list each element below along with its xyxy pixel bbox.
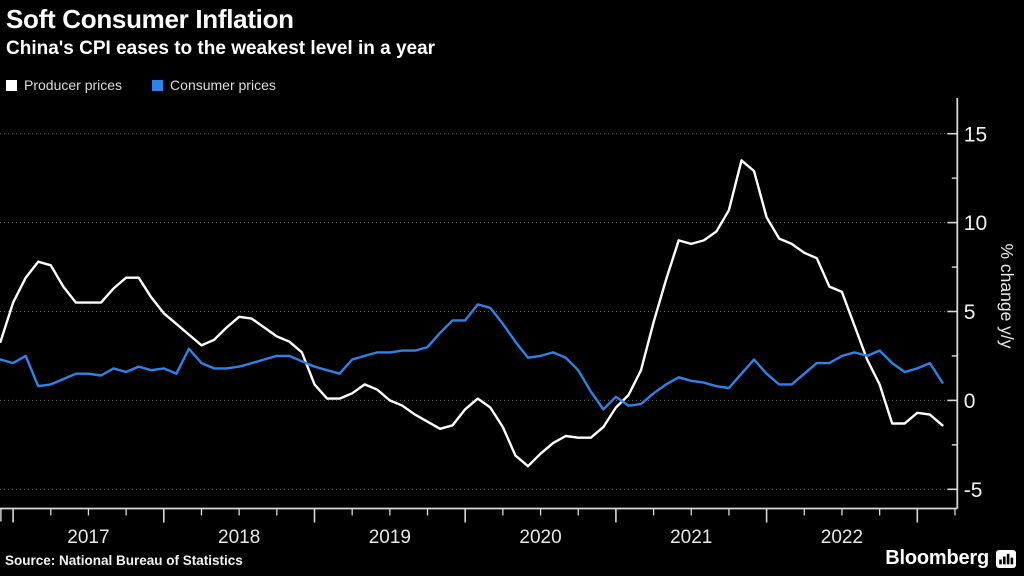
legend-label: Producer prices xyxy=(24,77,123,93)
page-title: Soft Consumer Inflation xyxy=(6,4,294,34)
x-tick-label: 2021 xyxy=(670,527,712,548)
bloomberg-terminal-icon xyxy=(996,549,1016,568)
axes xyxy=(0,98,959,510)
series-line-producer-prices xyxy=(0,159,944,468)
x-tick-label: 2020 xyxy=(519,527,561,548)
series-line-consumer-prices xyxy=(0,303,944,411)
y-axis-ticks: 15 10 5 0 -5 xyxy=(947,123,987,502)
consumer-prices-swatch-icon xyxy=(152,79,164,91)
y-tick-label: 10 xyxy=(964,212,987,235)
y-tick-label: -5 xyxy=(964,479,983,502)
x-axis-ticks: 2017 2018 2019 2020 2021 2022 xyxy=(0,508,956,548)
x-tick-label: 2018 xyxy=(218,527,260,548)
legend-item-consumer-prices: Consumer prices xyxy=(152,77,276,93)
y-tick-label: 0 xyxy=(964,390,976,413)
y-axis-title: % change y/y xyxy=(997,243,1017,348)
page-subtitle: China's CPI eases to the weakest level i… xyxy=(6,38,436,59)
legend-item-producer-prices: Producer prices xyxy=(6,77,122,93)
legend-label: Consumer prices xyxy=(170,77,276,93)
chart-legend: Producer prices Consumer prices xyxy=(6,77,306,93)
gridlines xyxy=(0,133,950,490)
y-tick-label: 5 xyxy=(964,301,976,324)
producer-prices-swatch-icon xyxy=(6,79,17,91)
y-tick-label: 15 xyxy=(964,123,987,146)
source-note: Source: National Bureau of Statistics xyxy=(5,553,243,568)
bloomberg-wordmark: Bloomberg xyxy=(885,547,989,569)
bloomberg-brand: Bloomberg xyxy=(885,547,1016,570)
x-tick-label: 2019 xyxy=(369,527,411,548)
x-tick-label: 2017 xyxy=(67,527,109,548)
x-tick-label: 2022 xyxy=(821,527,863,548)
